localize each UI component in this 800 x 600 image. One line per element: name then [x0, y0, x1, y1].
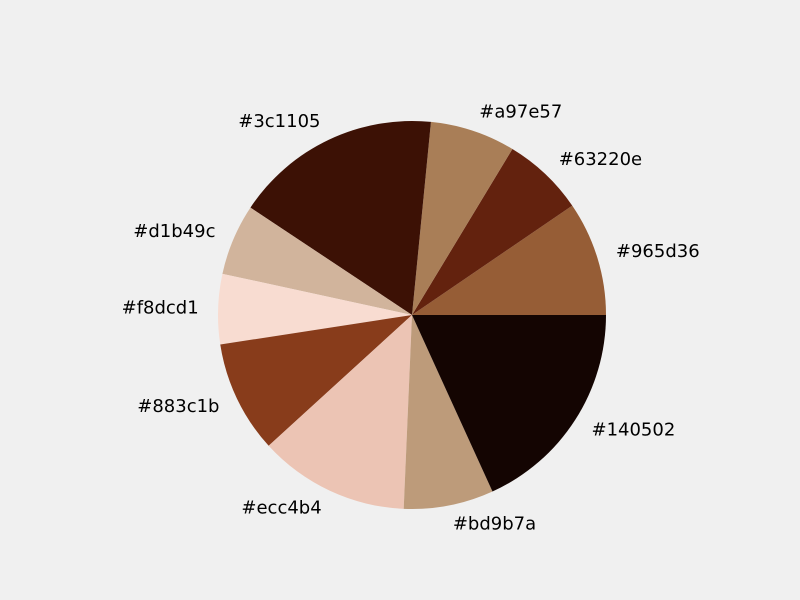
pie-label-ecc4b4: #ecc4b4 — [241, 497, 321, 518]
pie-slice-140502 — [412, 315, 606, 492]
pie-labels: #965d36 #63220e #a97e57 #3c1105 #d1b49c #f8dc… — [122, 101, 700, 534]
pie-slice-965d36 — [412, 205, 606, 315]
pie-slice-a97e57 — [412, 121, 513, 315]
pie-slice-63220e — [412, 149, 573, 315]
pie-label-a97e57: #a97e57 — [479, 101, 562, 122]
pie-slice-bd9b7a — [403, 315, 493, 509]
pie-slice-d1b49c — [222, 207, 412, 315]
pie-slices — [218, 121, 606, 509]
pie-slice-ecc4b4 — [268, 315, 412, 509]
pie-slice-883c1b — [220, 315, 412, 446]
pie-label-d1b49c: #d1b49c — [133, 221, 215, 242]
pie-label-f8dcd1: #f8dcd1 — [122, 297, 199, 318]
pie-slice-f8dcd1 — [218, 273, 412, 345]
pie-label-140502: #140502 — [591, 419, 675, 440]
pie-slice-3c1105 — [250, 121, 431, 315]
pie-label-3c1105: #3c1105 — [238, 111, 320, 132]
pie-label-883c1b: #883c1b — [137, 396, 219, 417]
pie-label-965d36: #965d36 — [616, 241, 700, 262]
pie-label-bd9b7a: #bd9b7a — [453, 513, 536, 534]
pie-label-63220e: #63220e — [559, 149, 642, 170]
